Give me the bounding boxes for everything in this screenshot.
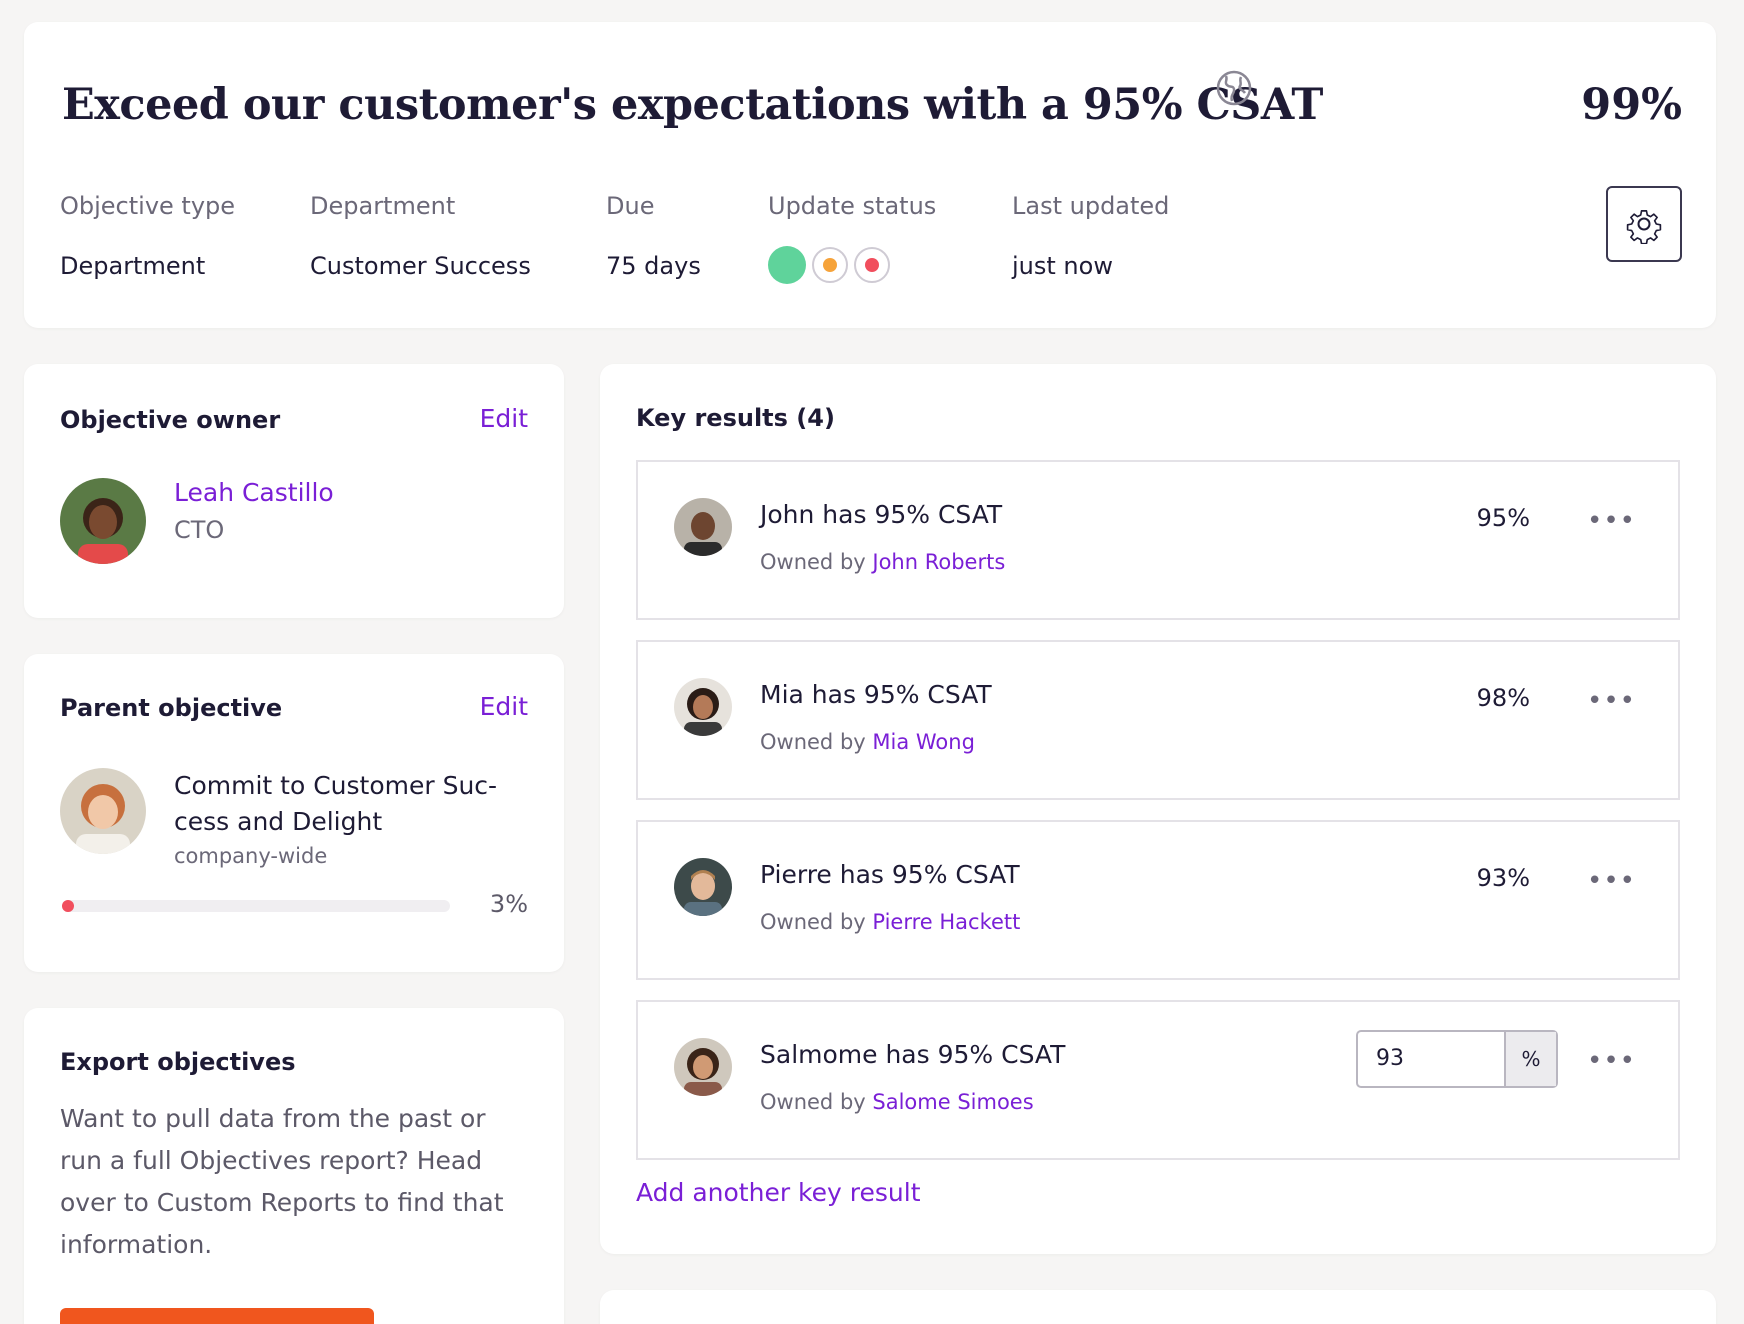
kr-title[interactable]: Salmome has 95% CSAT (760, 1040, 1066, 1069)
kr-owner-avatar (674, 498, 732, 556)
parent-objective-heading: Parent objective (60, 694, 283, 722)
kr-owner-avatar (674, 858, 732, 916)
export-button[interactable] (60, 1308, 374, 1324)
key-results-card: Key results (4) John has 95% CSAT Owned … (600, 364, 1716, 1254)
parent-objective-scope: company-wide (174, 844, 328, 868)
kr-progress[interactable]: 98% (1476, 684, 1530, 712)
status-at-risk-dot[interactable] (812, 247, 848, 283)
objective-owner-heading: Objective owner (60, 406, 281, 434)
status-on-track-dot[interactable] (768, 246, 806, 284)
parent-title-line-2: cess and Delight (174, 807, 383, 836)
kr-title[interactable]: John has 95% CSAT (760, 500, 1003, 529)
kr-progress[interactable]: 95% (1476, 504, 1530, 532)
owned-by-prefix: Owned by (760, 1090, 866, 1114)
kr-owner-link[interactable]: Salome Simoes (872, 1090, 1034, 1114)
kr-owner-link[interactable]: Pierre Hackett (872, 910, 1021, 934)
status-off-track-dot[interactable] (854, 247, 890, 283)
key-results-heading: Key results (4) (636, 404, 835, 432)
due-label: Due (606, 192, 655, 220)
parent-progress-fill (62, 900, 75, 912)
parent-owner-avatar (60, 768, 146, 854)
objective-progress-percent: 99% (1581, 80, 1682, 130)
kr-owner-link[interactable]: John Roberts (872, 550, 1006, 574)
objective-owner-card: Objective owner Edit Leah Castillo CTO (24, 364, 564, 618)
edit-parent-link[interactable]: Edit (479, 692, 528, 721)
kr-owner-avatar (674, 1038, 732, 1096)
key-result-row[interactable]: Salmome has 95% CSAT Owned by Salome Sim… (636, 1000, 1680, 1160)
department-value: Customer Success (310, 252, 531, 280)
owner-name-link[interactable]: Leah Castillo (174, 478, 334, 507)
settings-button[interactable] (1606, 186, 1682, 262)
objective-header-card: Exceed our customer's expectations with … (24, 22, 1716, 328)
kr-owner-line: Owned by John Roberts (760, 550, 1005, 574)
key-result-row[interactable]: Mia has 95% CSAT Owned by Mia Wong 98% •… (636, 640, 1680, 800)
key-result-row[interactable]: John has 95% CSAT Owned by John Roberts … (636, 460, 1680, 620)
kr-progress-input[interactable]: 93 % (1356, 1030, 1558, 1088)
last-updated-value: just now (1012, 252, 1113, 280)
export-heading: Export objectives (60, 1048, 296, 1076)
last-updated-label: Last updated (1012, 192, 1170, 220)
kr-progress-input-unit: % (1504, 1032, 1556, 1086)
globe-icon[interactable] (1214, 68, 1254, 108)
more-options-icon[interactable]: ••• (1586, 506, 1636, 536)
objective-type-label: Objective type (60, 192, 236, 220)
export-description: Want to pull data from the past or run a… (60, 1104, 504, 1259)
objective-title: Exceed our customer's expectations with … (62, 80, 1323, 130)
parent-objective-title[interactable]: Commit to Customer Suc- cess and Delight (174, 768, 497, 840)
next-card (600, 1290, 1716, 1324)
objective-type-value: Department (60, 252, 206, 280)
parent-title-line-1: Commit to Customer Suc- (174, 771, 498, 800)
kr-owner-line: Owned by Salome Simoes (760, 1090, 1034, 1114)
kr-progress[interactable]: 93% (1476, 864, 1530, 892)
more-options-icon[interactable]: ••• (1586, 866, 1636, 896)
kr-progress-input-value[interactable]: 93 (1376, 1046, 1404, 1071)
gear-icon (1626, 210, 1662, 244)
update-status-label: Update status (768, 192, 937, 220)
department-label: Department (310, 192, 456, 220)
owned-by-prefix: Owned by (760, 910, 866, 934)
more-options-icon[interactable]: ••• (1586, 686, 1636, 716)
add-key-result-link[interactable]: Add another key result (636, 1178, 921, 1207)
owner-avatar[interactable] (60, 478, 146, 564)
kr-title[interactable]: Pierre has 95% CSAT (760, 860, 1020, 889)
parent-objective-card: Parent objective Edit Commit to Customer… (24, 654, 564, 972)
owned-by-prefix: Owned by (760, 550, 866, 574)
export-objectives-card: Export objectives Want to pull data from… (24, 1008, 564, 1324)
due-value: 75 days (606, 252, 701, 280)
parent-progress-percent: 3% (489, 890, 528, 918)
key-result-row[interactable]: Pierre has 95% CSAT Owned by Pierre Hack… (636, 820, 1680, 980)
edit-owner-link[interactable]: Edit (479, 404, 528, 433)
owned-by-prefix: Owned by (760, 730, 866, 754)
more-options-icon[interactable]: ••• (1586, 1046, 1636, 1076)
kr-owner-avatar (674, 678, 732, 736)
parent-progress-bar (62, 900, 450, 912)
owner-role: CTO (174, 516, 225, 544)
kr-title[interactable]: Mia has 95% CSAT (760, 680, 992, 709)
kr-owner-line: Owned by Mia Wong (760, 730, 975, 754)
kr-owner-link[interactable]: Mia Wong (872, 730, 975, 754)
kr-owner-line: Owned by Pierre Hackett (760, 910, 1020, 934)
